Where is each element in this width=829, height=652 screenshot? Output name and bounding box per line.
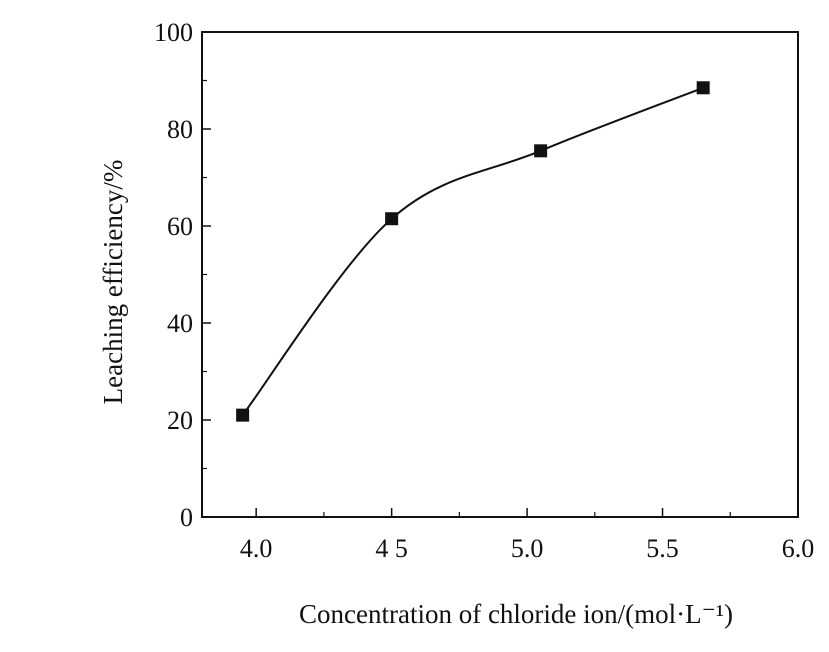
y-tick-label: 80 — [167, 115, 193, 144]
data-point — [236, 408, 250, 422]
data-point — [534, 144, 548, 158]
axis-ticks — [202, 31, 799, 518]
plot-frame — [201, 31, 799, 518]
y-tick-label: 40 — [167, 309, 193, 338]
y-tick-label: 60 — [167, 212, 193, 241]
series-line — [241, 86, 704, 416]
x-tick-label: 4 5 — [375, 534, 408, 563]
y-axis-label: Leaching efficiency/% — [98, 160, 128, 405]
y-tick-label: 20 — [167, 406, 193, 435]
data-point — [385, 212, 399, 226]
x-tick-label: 4.0 — [240, 534, 273, 563]
x-tick-label: 5.5 — [646, 534, 679, 563]
x-axis-label: Concentration of chloride ion/(mol·L⁻¹) — [299, 599, 733, 629]
x-tick-label: 5.0 — [511, 534, 544, 563]
data-point — [696, 81, 710, 95]
y-tick-label: 100 — [154, 18, 193, 47]
x-tick-label: 6.0 — [782, 534, 815, 563]
y-tick-label: 0 — [180, 503, 193, 532]
tick-labels: 4.0 4 5 5.0 5.5 6.0 0 20 40 60 80 100 — [154, 18, 814, 563]
data-markers — [236, 81, 710, 422]
